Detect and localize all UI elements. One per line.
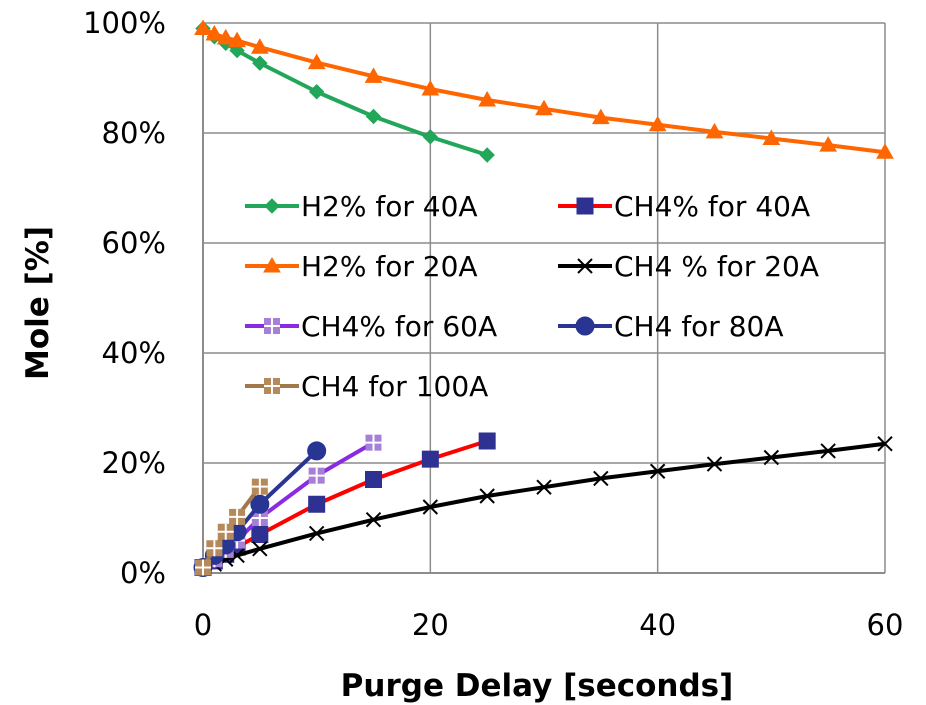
legend-label: CH4 % for 20A — [614, 250, 819, 283]
data-point — [819, 136, 838, 152]
data-point — [251, 478, 268, 495]
data-point — [877, 436, 893, 452]
y-tick-label: 20% — [102, 446, 166, 480]
x-tick-label: 60 — [867, 608, 904, 642]
legend-swatch-marker — [264, 318, 280, 334]
legend-label: H2% for 40A — [301, 190, 478, 223]
data-point — [229, 508, 246, 525]
x-tick-labels: 0 20 40 60 — [194, 608, 904, 642]
legend-item: CH4% for 60A — [245, 310, 497, 343]
legend-label: CH4% for 40A — [614, 190, 810, 223]
data-point — [206, 540, 223, 557]
data-point — [649, 463, 666, 479]
data-point — [593, 470, 609, 487]
y-tick-label: 60% — [102, 226, 166, 260]
series-6 — [195, 478, 268, 576]
data-point — [762, 129, 781, 145]
data-point — [228, 31, 246, 48]
legend-item: CH4 % for 20A — [558, 250, 819, 283]
legend-label: CH4% for 60A — [301, 310, 497, 343]
data-point — [535, 99, 553, 116]
legend-swatch-marker — [264, 378, 280, 394]
series-layer — [193, 19, 894, 577]
legend-item: CH4% for 40A — [558, 190, 810, 223]
y-tick-labels: 0% 20% 40% 60% 80% 100% — [83, 6, 166, 590]
data-point — [195, 559, 211, 576]
data-point — [216, 28, 235, 45]
legend-swatch-marker — [264, 198, 280, 214]
legend-swatch-marker — [577, 258, 593, 274]
data-point — [479, 147, 495, 163]
data-point — [252, 541, 268, 557]
legend-item: H2% for 40A — [245, 190, 478, 223]
series-2 — [194, 19, 894, 159]
data-point — [365, 511, 382, 528]
data-point — [217, 523, 234, 540]
legend: H2% for 40A CH4% for 40A H2% for 20A CH4 % … — [245, 190, 819, 403]
legend-label: H2% for 20A — [301, 250, 478, 283]
data-point — [478, 432, 496, 450]
data-point — [705, 122, 724, 139]
legend-item: CH4 for 100A — [245, 370, 488, 403]
y-tick-label: 100% — [83, 6, 166, 40]
data-point — [307, 441, 327, 461]
data-point — [422, 129, 439, 145]
x-tick-label: 40 — [639, 608, 676, 642]
legend-item: H2% for 20A — [245, 250, 478, 283]
data-point — [308, 84, 325, 100]
data-point — [251, 526, 269, 543]
data-point — [365, 471, 382, 488]
data-point — [365, 434, 382, 451]
data-point — [763, 449, 780, 466]
data-point — [421, 79, 440, 96]
series-3 — [195, 436, 893, 576]
data-point — [706, 456, 723, 472]
data-point — [308, 467, 325, 484]
axes — [202, 23, 885, 574]
legend-swatch-marker — [263, 256, 281, 273]
x-tick-label: 0 — [194, 608, 212, 642]
data-point — [876, 143, 894, 159]
data-point — [648, 115, 667, 132]
x-axis-title: Purge Delay [seconds] — [341, 668, 734, 704]
y-tick-label: 40% — [102, 336, 166, 370]
data-point — [421, 450, 439, 468]
x-tick-label: 20 — [412, 608, 449, 642]
data-point — [536, 479, 552, 495]
y-tick-label: 0% — [120, 556, 166, 590]
data-point — [252, 55, 268, 71]
data-point — [422, 499, 439, 515]
legend-swatch-marker — [575, 316, 595, 336]
data-point — [250, 38, 269, 54]
data-point — [364, 67, 383, 83]
data-point — [591, 108, 610, 125]
data-point — [307, 53, 326, 70]
legend-swatch-marker — [576, 197, 594, 215]
data-point — [365, 108, 382, 125]
legend-label: CH4 for 80A — [614, 310, 784, 343]
y-tick-label: 80% — [102, 116, 166, 150]
data-point — [479, 488, 495, 504]
data-point — [308, 525, 325, 542]
data-point — [820, 443, 836, 459]
data-point — [250, 494, 270, 514]
legend-item: CH4 for 80A — [558, 310, 784, 343]
data-point — [308, 495, 326, 513]
y-axis-title: Mole [%] — [20, 226, 56, 380]
data-point — [194, 19, 212, 35]
data-point — [205, 24, 224, 41]
data-point — [478, 90, 497, 107]
legend-label: CH4 for 100A — [301, 370, 488, 403]
